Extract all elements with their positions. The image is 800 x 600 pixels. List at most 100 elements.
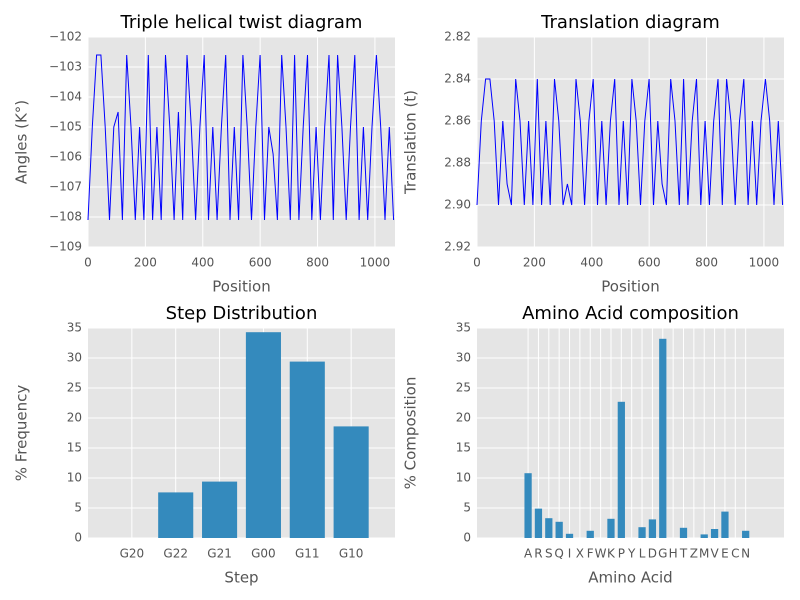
- x-tick-label: 200: [523, 256, 546, 270]
- y-axis-label: % Frequency: [13, 385, 31, 482]
- y-tick-label: 2.86: [444, 114, 471, 128]
- x-tick-label: 1000: [360, 256, 391, 270]
- data-line: [476, 78, 784, 206]
- y-tick-label: 30: [67, 351, 82, 365]
- y-tick-label: 30: [456, 351, 471, 365]
- x-tick-label: 200: [134, 256, 157, 270]
- bar: [607, 518, 615, 538]
- bar: [524, 473, 532, 538]
- x-tick-label: A: [524, 547, 533, 561]
- x-tick-label: 400: [191, 256, 214, 270]
- y-tick-label: 35: [67, 321, 82, 335]
- y-tick-label: −106: [49, 150, 82, 164]
- x-tick-label: Y: [627, 547, 636, 561]
- x-tick-label: I: [568, 547, 572, 561]
- y-tick-label: 2.82: [444, 30, 471, 44]
- y-axis-label: Translation (t): [402, 90, 420, 195]
- x-tick-label: G11: [295, 547, 320, 561]
- y-tick-label: 20: [67, 411, 82, 425]
- y-tick-label: 10: [456, 471, 471, 485]
- x-tick-label: X: [576, 547, 584, 561]
- chart-title: Triple helical twist diagram: [120, 12, 363, 33]
- bar: [721, 511, 729, 538]
- x-tick-label: N: [741, 547, 750, 561]
- y-tick-label: 0: [74, 531, 82, 545]
- chart-title: Translation diagram: [540, 12, 720, 33]
- bar: [245, 332, 281, 538]
- y-tick-label: −102: [49, 30, 82, 44]
- y-tick-label: 2.84: [444, 72, 471, 86]
- bar: [679, 527, 688, 538]
- x-axis-label: Position: [601, 278, 659, 296]
- plot-area: [88, 37, 395, 247]
- x-tick-label: 400: [580, 256, 603, 270]
- x-tick-label: 0: [84, 256, 92, 270]
- x-axis-label: Position: [212, 278, 270, 296]
- x-tick-label: G10: [339, 547, 364, 561]
- bar: [555, 521, 563, 538]
- y-tick-label: 15: [456, 441, 471, 455]
- x-tick-label: E: [721, 547, 729, 561]
- x-tick-label: T: [679, 547, 688, 561]
- x-tick-label: Q: [554, 547, 563, 561]
- x-tick-label: H: [669, 547, 678, 561]
- bar: [638, 527, 646, 538]
- bar: [333, 426, 369, 538]
- y-tick-label: 35: [456, 321, 471, 335]
- plot-area: [477, 37, 784, 247]
- y-tick-label: −103: [49, 60, 82, 74]
- chart-title: Amino Acid composition: [522, 303, 739, 324]
- x-tick-label: F: [587, 547, 594, 561]
- chart-title: Step Distribution: [166, 303, 318, 324]
- plot-area: [477, 328, 784, 538]
- y-tick-label: 2.92: [444, 240, 471, 254]
- bar: [710, 529, 719, 538]
- y-tick-label: −105: [49, 120, 82, 134]
- x-tick-label: M: [699, 547, 709, 561]
- x-tick-label: G22: [163, 547, 188, 561]
- bar: [742, 530, 750, 538]
- data-line: [87, 54, 395, 221]
- x-tick-label: 800: [695, 256, 718, 270]
- bar: [617, 401, 625, 538]
- y-tick-label: 25: [67, 381, 82, 395]
- x-tick-label: Z: [690, 547, 698, 561]
- x-tick-label: G21: [207, 547, 232, 561]
- x-axis-label: Amino Acid: [588, 569, 672, 587]
- bar: [202, 481, 238, 538]
- x-tick-label: V: [710, 547, 719, 561]
- x-tick-label: 600: [249, 256, 272, 270]
- x-tick-label: G00: [251, 547, 276, 561]
- bar: [565, 533, 574, 538]
- x-tick-label: 0: [473, 256, 481, 270]
- x-tick-label: S: [545, 547, 553, 561]
- x-tick-label: P: [618, 547, 625, 561]
- bar: [534, 508, 543, 538]
- x-tick-label: K: [607, 547, 616, 561]
- x-axis-label: Step: [224, 569, 258, 587]
- y-tick-label: −104: [49, 90, 82, 104]
- bar: [545, 518, 553, 538]
- bar: [648, 519, 657, 538]
- y-tick-label: 25: [456, 381, 471, 395]
- y-tick-label: −107: [49, 180, 82, 194]
- y-tick-label: 20: [456, 411, 471, 425]
- y-axis-label: % Composition: [402, 377, 420, 490]
- x-tick-label: C: [731, 547, 739, 561]
- x-tick-label: 600: [638, 256, 661, 270]
- y-tick-label: 15: [67, 441, 82, 455]
- x-tick-label: 800: [306, 256, 329, 270]
- y-tick-label: 5: [463, 501, 471, 515]
- x-tick-label: G20: [120, 547, 145, 561]
- y-tick-label: 2.90: [444, 198, 471, 212]
- bar: [289, 361, 325, 538]
- bar: [659, 338, 667, 538]
- x-tick-label: 1000: [749, 256, 780, 270]
- x-tick-label: R: [534, 547, 542, 561]
- x-tick-label: W: [595, 547, 607, 561]
- bar: [700, 534, 708, 538]
- y-axis-label: Angles (K°): [13, 100, 31, 184]
- x-tick-label: G: [658, 547, 667, 561]
